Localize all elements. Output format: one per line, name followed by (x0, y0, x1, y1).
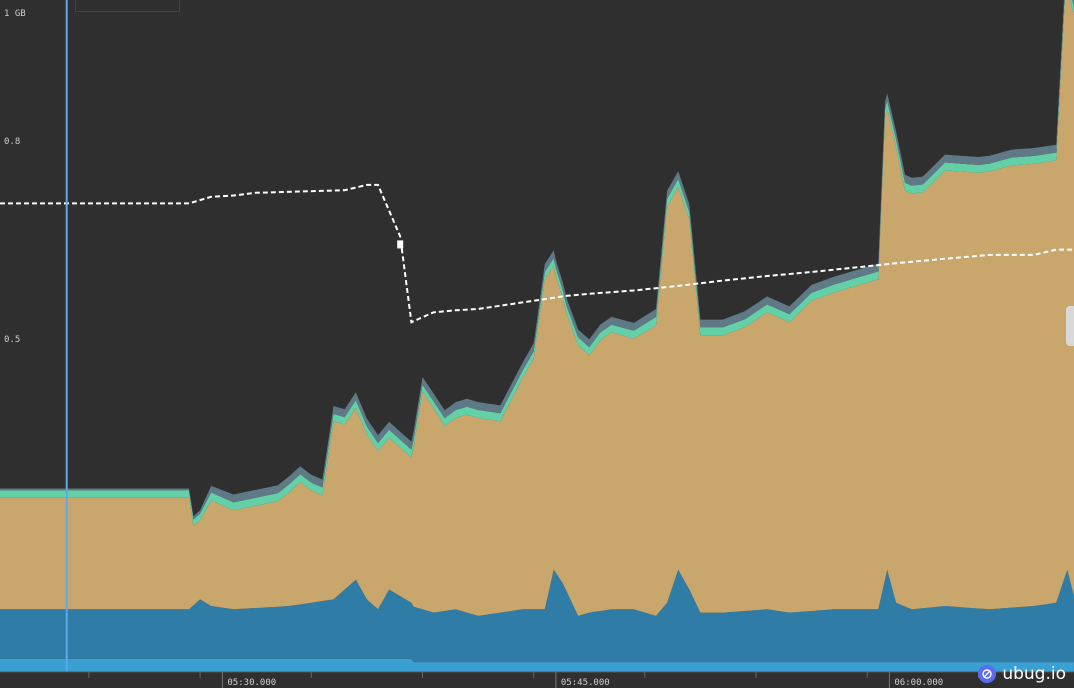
x-axis: 05:30.000 05:45.000 06:00.000 (0, 671, 1074, 688)
bug-icon (978, 665, 997, 683)
watermark-text: ubug.io (1002, 664, 1066, 684)
dashed-overlay (0, 183, 1074, 324)
y-tick-label: 1 GB (4, 9, 26, 19)
scroll-handle[interactable] (1066, 306, 1074, 346)
x-tick-label: 05:45.000 (561, 678, 610, 688)
x-tick-label: 05:30.000 (227, 678, 276, 688)
dashed-line (0, 183, 1074, 324)
area-s3 (0, 0, 1074, 616)
y-tick-label: 0.5 (4, 335, 20, 345)
y-tick-label: 0.8 (4, 137, 20, 147)
stacked-areas (0, 0, 1074, 672)
drop-marker (397, 240, 404, 249)
legend-frame (75, 0, 180, 12)
area-s2 (0, 569, 1074, 663)
watermark: ubug.io (978, 664, 1066, 684)
y-axis: 1 GB 0.8 0.5 (4, 9, 26, 345)
x-tick-label: 06:00.000 (894, 678, 943, 688)
